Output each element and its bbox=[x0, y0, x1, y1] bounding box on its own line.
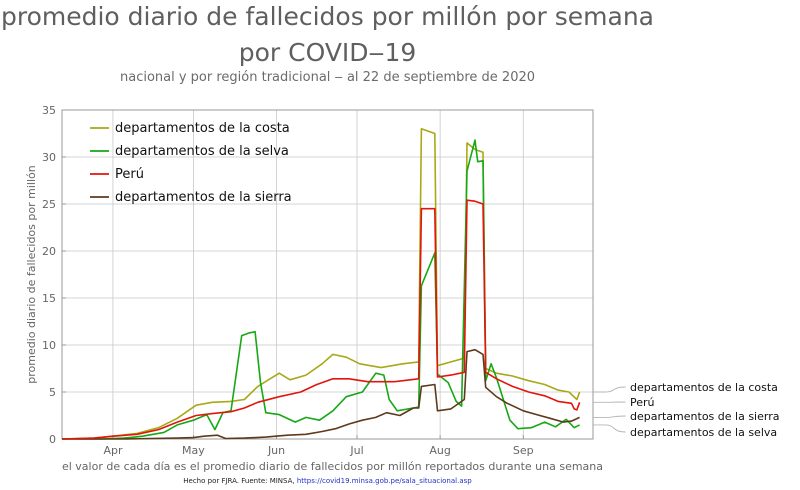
series-line bbox=[61, 128, 581, 440]
y-tick-label: 20 bbox=[42, 245, 56, 258]
end-label-callout bbox=[593, 415, 626, 418]
legend-entry: departamentos de la sierra bbox=[115, 190, 292, 205]
x-tick-label: Aug bbox=[429, 444, 450, 457]
chart-title-line2: por COVID‒19 bbox=[238, 38, 417, 67]
y-axis-label: promedio diario de fallecidos por millón bbox=[25, 165, 38, 383]
y-tick-label: 10 bbox=[42, 339, 56, 352]
credit-text: Hecho por FJRA. Fuente: MINSA, bbox=[183, 477, 295, 485]
end-label-callout bbox=[593, 424, 626, 433]
plot-frame bbox=[61, 109, 594, 440]
x-axis-label: el valor de cada día es el promedio diar… bbox=[62, 460, 603, 473]
y-tick-label: 25 bbox=[42, 198, 56, 211]
x-tick-label: Sep bbox=[513, 444, 534, 457]
y-tick-label: 5 bbox=[49, 386, 56, 399]
legend-entry: departamentos de la selva bbox=[115, 144, 289, 159]
series-line bbox=[61, 199, 581, 440]
chart-subtitle: nacional y por región tradicional ‒ al 2… bbox=[119, 70, 536, 85]
x-tick-label: Apr bbox=[103, 444, 123, 457]
legend-entry: Perú bbox=[115, 167, 144, 182]
series-end-label: departamentos de la selva bbox=[630, 426, 777, 439]
y-tick-label: 30 bbox=[42, 151, 56, 164]
credit-link[interactable]: https://covid19.minsa.gob.pe/sala_situac… bbox=[296, 477, 472, 485]
series-line bbox=[62, 348, 580, 440]
y-tick-label: 35 bbox=[42, 104, 56, 117]
y-tick-label: 0 bbox=[49, 433, 56, 446]
chart-title: promedio diario de fallecidos por millón… bbox=[0, 2, 654, 31]
end-label-callout bbox=[593, 386, 626, 393]
series-end-label: departamentos de la costa bbox=[630, 381, 778, 394]
series-end-label: Perú bbox=[630, 396, 655, 409]
plot-area bbox=[62, 110, 593, 439]
x-tick-label: Jul bbox=[349, 444, 363, 457]
series-line bbox=[62, 139, 580, 440]
x-tick-label: Jun bbox=[267, 444, 285, 457]
series-end-label: departamentos de la sierra bbox=[630, 410, 779, 423]
x-tick-label: May bbox=[182, 444, 205, 457]
y-tick-label: 15 bbox=[42, 292, 56, 305]
credit-line: Hecho por FJRA. Fuente: MINSA, https://c… bbox=[0, 477, 655, 485]
legend-entry: departamentos de la costa bbox=[115, 121, 290, 136]
